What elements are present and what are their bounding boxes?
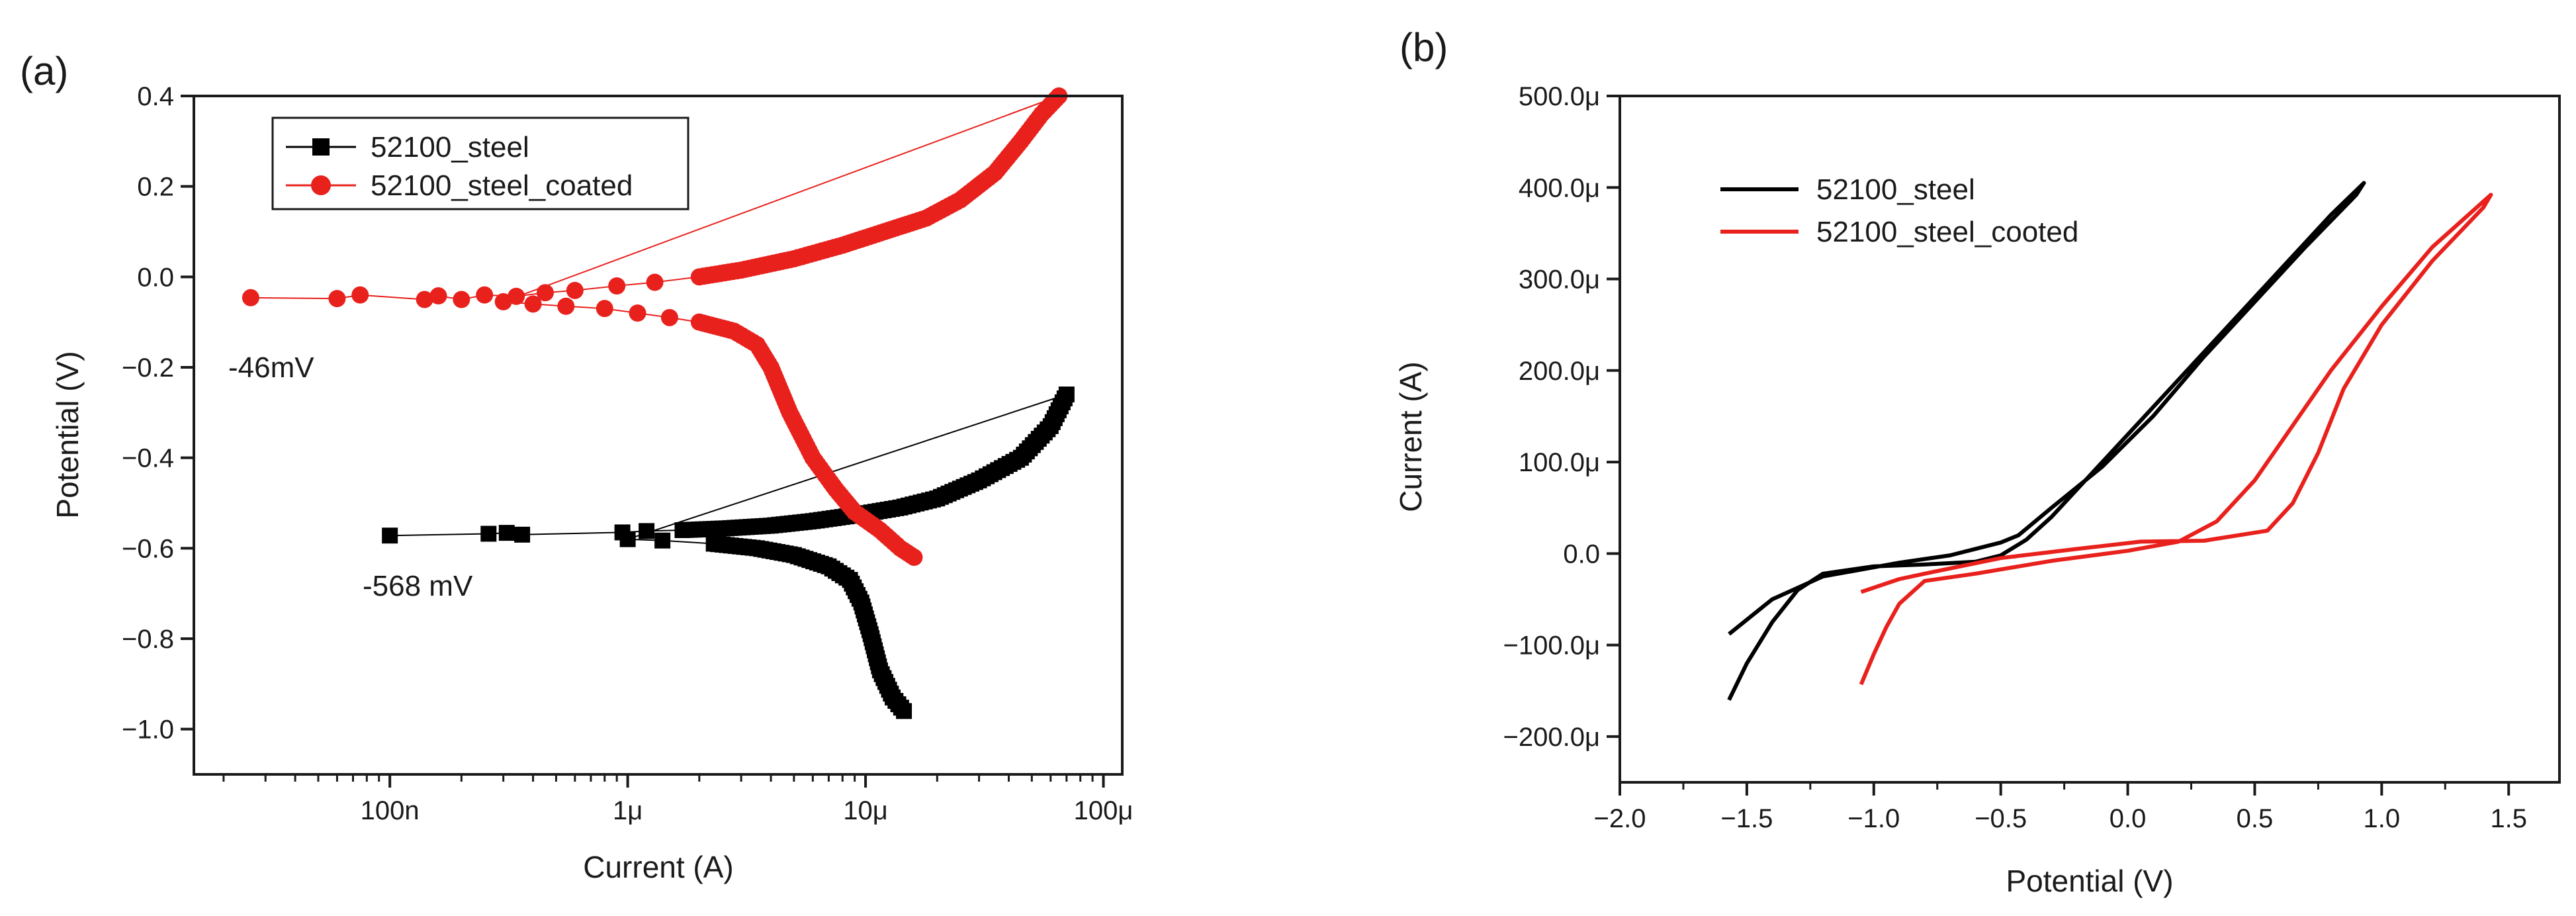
data-point	[536, 284, 554, 302]
x-tick-label-b: −1.0	[1847, 804, 1900, 833]
x-axis-label-a: Current (A)	[583, 850, 733, 884]
chart-panel-a: (a) 100n 1μ 10μ 100μ −1.0 −0.8 −0.6 −0.4 −0.2 0.0…	[20, 49, 1133, 884]
data-point	[476, 286, 494, 304]
y-tick-label-a: −0.4	[122, 444, 174, 473]
x-tick-label-b: −0.5	[1975, 804, 2027, 833]
data-point	[660, 308, 678, 326]
legend-label-steel: 52100_steel	[371, 131, 529, 163]
legend-label-steel-b: 52100_steel	[1816, 173, 1975, 206]
plot-area-b	[1727, 181, 2493, 701]
series-line-b-steel	[1727, 181, 2366, 701]
series-line-b-cooted	[1859, 193, 2493, 686]
x-tick-label-b: 0.5	[2237, 804, 2274, 833]
x-tick-label-b: 0.0	[2110, 804, 2147, 833]
series-a-steel	[382, 387, 1075, 719]
data-point	[905, 549, 923, 566]
data-point	[498, 525, 515, 541]
data-point	[328, 290, 346, 308]
y-tick-label-a: −1.0	[122, 715, 174, 745]
x-tick-label-a: 10μ	[843, 796, 888, 825]
y-tick-label-b: 100.0μ	[1519, 448, 1600, 477]
data-point	[566, 281, 584, 299]
y-tick-label-b: 0.0	[1563, 539, 1600, 569]
data-point	[382, 527, 398, 544]
data-point	[494, 293, 512, 310]
legend-label-cooted-b: 52100_steel_cooted	[1816, 216, 2078, 248]
data-point	[557, 297, 575, 315]
y-tick-label-a: 0.0	[137, 263, 174, 292]
y-tick-label-b: 300.0μ	[1519, 265, 1600, 295]
data-point	[619, 531, 636, 547]
data-point	[1058, 387, 1075, 402]
data-point	[453, 291, 470, 308]
legend-marker-steel	[312, 138, 330, 156]
data-point	[480, 526, 497, 542]
data-point	[416, 291, 433, 308]
y-axis-label-a: Potential (V)	[50, 351, 85, 518]
data-point	[646, 273, 664, 291]
legend-a: 52100_steel 52100_steel_coated	[271, 116, 689, 210]
data-point	[524, 295, 542, 313]
y-tick-label-b: −200.0μ	[1503, 723, 1600, 752]
axes-b: −2.0 −1.5 −1.0 −0.5 0.0 0.5 1.0 1.5 −200.0μ −100.…	[1503, 82, 2527, 833]
data-point	[639, 523, 655, 539]
annotation-ecorr-steel: -568 mV	[363, 570, 473, 602]
y-tick-label-b: 200.0μ	[1519, 357, 1600, 386]
series-a-coated	[242, 87, 1068, 566]
axes-frame-a	[193, 95, 1124, 776]
x-tick-label-b: 1.5	[2490, 804, 2527, 833]
x-tick-label-b: 1.0	[2364, 804, 2401, 833]
y-axis-label-b: Current (A)	[1394, 361, 1428, 512]
data-point	[351, 286, 369, 304]
y-tick-label-a: 0.4	[137, 82, 174, 111]
axes-frame-b	[1619, 95, 2561, 784]
x-tick-label-b: −1.5	[1720, 804, 1773, 833]
data-point	[514, 526, 531, 543]
data-point	[896, 703, 912, 719]
data-point	[508, 287, 525, 305]
axes-a: 100n 1μ 10μ 100μ −1.0 −0.8 −0.6 −0.4 −0.2 0.0 0.2 0…	[122, 82, 1133, 825]
data-point	[596, 300, 613, 318]
y-tick-label-a: −0.2	[122, 353, 174, 383]
legend-b: 52100_steel 52100_steel_cooted	[1720, 173, 2078, 248]
panel-b-label: (b)	[1399, 25, 1448, 69]
data-point	[629, 304, 646, 322]
legend-box-a	[271, 116, 689, 210]
data-point	[608, 277, 626, 295]
y-tick-label-a: −0.6	[122, 534, 174, 563]
y-tick-label-a: −0.8	[122, 625, 174, 654]
y-tick-label-a: 0.2	[137, 173, 174, 202]
x-tick-label-b: −2.0	[1594, 804, 1646, 833]
chart-panel-b: (b) −2.0 −1.5 −1.0 −0.5 0.0 0.5 1.0 1.5−200.0μ−…	[1394, 25, 2561, 898]
legend-marker-coated	[311, 175, 331, 195]
x-axis-label-b: Potential (V)	[2006, 864, 2173, 898]
annotation-ecorr-coated: -46mV	[228, 351, 314, 384]
y-tick-label-b: 400.0μ	[1519, 173, 1600, 203]
data-point	[654, 532, 671, 549]
plot-area-a	[242, 87, 1075, 719]
data-point	[429, 287, 447, 305]
y-tick-label-b: 500.0μ	[1519, 82, 1600, 111]
data-point	[242, 289, 259, 306]
y-tick-label-b: −100.0μ	[1503, 631, 1600, 661]
x-tick-label-a: 100n	[361, 796, 420, 825]
x-tick-label-a: 1μ	[613, 796, 643, 825]
legend-label-coated: 52100_steel_coated	[371, 169, 633, 202]
x-tick-label-a: 100μ	[1074, 796, 1133, 825]
panel-a-label: (a)	[20, 49, 68, 93]
